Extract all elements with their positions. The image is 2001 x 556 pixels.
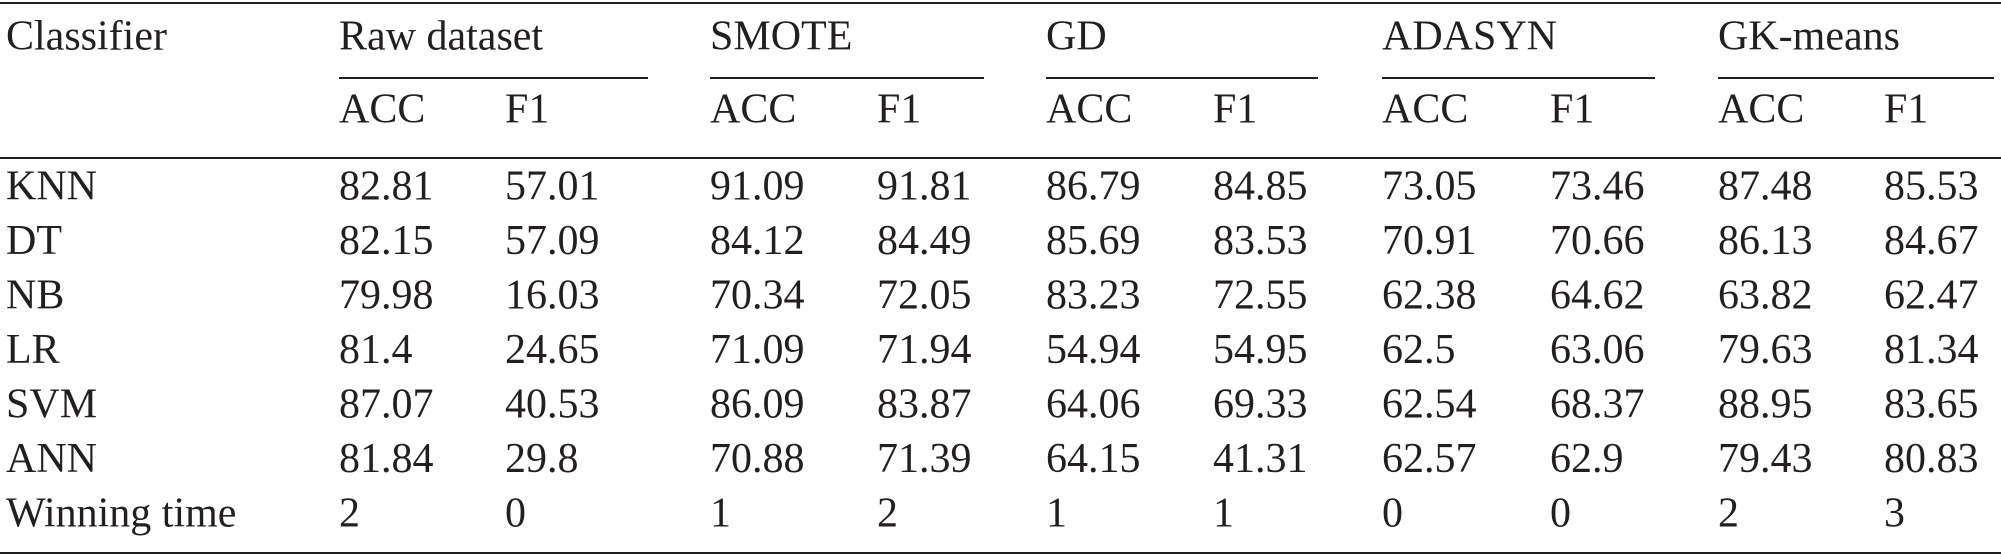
cell: 54.94 [1046, 327, 1141, 373]
cell: 68.37 [1550, 382, 1645, 428]
cell: 62.38 [1382, 273, 1477, 319]
cell: 79.98 [339, 273, 434, 319]
cell: 84.67 [1884, 218, 1979, 264]
cell: 62.9 [1550, 436, 1624, 482]
cell: 70.34 [710, 273, 805, 319]
sub-header: F1 [877, 87, 921, 133]
cell: 70.91 [1382, 218, 1477, 264]
cell: 40.53 [505, 382, 600, 428]
cell: 81.84 [339, 436, 434, 482]
cell: 87.48 [1718, 164, 1813, 210]
cell: 85.53 [1884, 164, 1979, 210]
group-header: Raw dataset [339, 14, 543, 60]
cell: 64.62 [1550, 273, 1645, 319]
cell: 57.01 [505, 164, 600, 210]
cell: 86.09 [710, 382, 805, 428]
cell: 57.09 [505, 218, 600, 264]
group-header: GD [1046, 14, 1107, 60]
cell: 73.05 [1382, 164, 1477, 210]
cell: 2 [1718, 491, 1739, 537]
cell: 82.15 [339, 218, 434, 264]
sub-header: F1 [505, 87, 549, 133]
cell: 69.33 [1213, 382, 1308, 428]
cell: 29.8 [505, 436, 579, 482]
cell: 62.5 [1382, 327, 1456, 373]
row-label: SVM [6, 382, 97, 428]
cell: 70.88 [710, 436, 805, 482]
cell: 71.39 [877, 436, 972, 482]
cell: 79.43 [1718, 436, 1813, 482]
sub-header: ACC [1046, 87, 1132, 133]
row-label: NB [6, 273, 64, 319]
cell: 81.34 [1884, 327, 1979, 373]
cell: 73.46 [1550, 164, 1645, 210]
cell: 1 [1046, 491, 1067, 537]
cell: 62.47 [1884, 273, 1979, 319]
cell: 72.05 [877, 273, 972, 319]
cell: 91.09 [710, 164, 805, 210]
cell: 64.06 [1046, 382, 1141, 428]
sub-header: ACC [339, 87, 425, 133]
row-label: ANN [6, 436, 97, 482]
cell: 82.81 [339, 164, 434, 210]
cell: 84.49 [877, 218, 972, 264]
row-label: KNN [6, 164, 97, 210]
cell: 91.81 [877, 164, 972, 210]
cell: 83.87 [877, 382, 972, 428]
cell: 83.53 [1213, 218, 1308, 264]
cell: 0 [505, 491, 526, 537]
cell: 1 [710, 491, 731, 537]
sub-header: ACC [1718, 87, 1804, 133]
sub-header: F1 [1884, 87, 1928, 133]
sub-header: ACC [1382, 87, 1468, 133]
cell: 24.65 [505, 327, 600, 373]
cell: 81.4 [339, 327, 413, 373]
cell: 0 [1382, 491, 1403, 537]
cell: 84.85 [1213, 164, 1308, 210]
cell: 1 [1213, 491, 1234, 537]
cell: 86.13 [1718, 218, 1813, 264]
cell: 80.83 [1884, 436, 1979, 482]
cell: 16.03 [505, 273, 600, 319]
sub-header: F1 [1550, 87, 1594, 133]
sub-header: F1 [1213, 87, 1257, 133]
group-header: SMOTE [710, 14, 852, 60]
row-label: LR [6, 327, 60, 373]
cell: 72.55 [1213, 273, 1308, 319]
row-label: DT [6, 218, 62, 264]
cell: 88.95 [1718, 382, 1813, 428]
cell: 83.23 [1046, 273, 1141, 319]
cell: 2 [339, 491, 360, 537]
cell: 71.09 [710, 327, 805, 373]
header-cell: Classifier [6, 14, 167, 60]
cell: 70.66 [1550, 218, 1645, 264]
cell: 87.07 [339, 382, 434, 428]
cell: 83.65 [1884, 382, 1979, 428]
group-header: GK-means [1718, 14, 1900, 60]
cell: 54.95 [1213, 327, 1308, 373]
cell: 2 [877, 491, 898, 537]
group-header: ADASYN [1382, 14, 1557, 60]
cell: 62.57 [1382, 436, 1477, 482]
row-label: Winning time [6, 491, 236, 537]
cell: 86.79 [1046, 164, 1141, 210]
cell: 63.06 [1550, 327, 1645, 373]
cell: 84.12 [710, 218, 805, 264]
cell: 64.15 [1046, 436, 1141, 482]
sub-header: ACC [710, 87, 796, 133]
cell: 41.31 [1213, 436, 1308, 482]
cell: 0 [1550, 491, 1571, 537]
cell: 62.54 [1382, 382, 1477, 428]
cell: 3 [1884, 491, 1905, 537]
cell: 79.63 [1718, 327, 1813, 373]
cell: 63.82 [1718, 273, 1813, 319]
cell: 85.69 [1046, 218, 1141, 264]
cell: 71.94 [877, 327, 972, 373]
